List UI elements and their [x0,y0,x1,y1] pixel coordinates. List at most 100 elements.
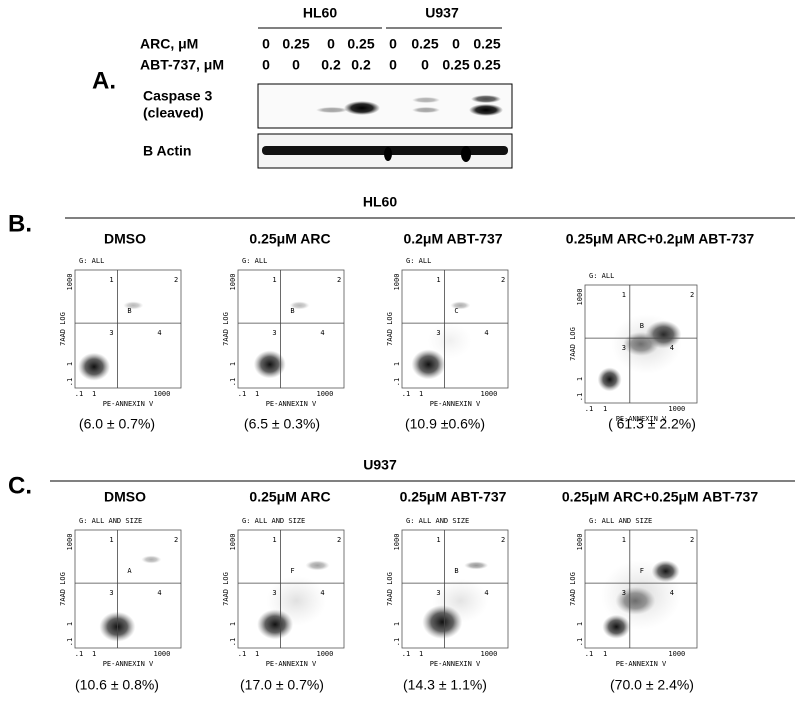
quadrant-number: 2 [690,536,694,544]
gate-letter: B [127,307,131,315]
lane-value: 0.25 [473,36,500,52]
lane-value: 0.2 [351,57,371,73]
y-tick-label: .1 [576,638,584,646]
gate: G: ALL [406,257,431,265]
cell-line: HL60 [363,194,397,210]
x-tick-label: 1000 [316,390,333,398]
lane-value: 0 [421,57,429,73]
quadrant-number: 4 [484,329,488,337]
gate: G: ALL AND SIZE [242,517,305,525]
result: (70.0 ± 2.4%) [610,677,694,693]
quadrant-number: 3 [109,589,113,597]
quadrant-number: 1 [622,536,626,544]
quadrant-number: 1 [272,276,276,284]
gate: G: ALL AND SIZE [589,517,652,525]
lane-value: 0.25 [411,36,438,52]
x-axis-label: PE-ANNEXIN V [430,660,481,668]
quadrant-number: 1 [622,291,626,299]
y-tick-label: .1 [229,378,237,386]
x-tick-label: .1 [238,390,246,398]
y-axis-label: 7AAD LOG [59,572,67,606]
quadrant-number: 1 [436,276,440,284]
x-axis-label: PE-ANNEXIN V [103,400,154,408]
panel-label: C. [8,472,32,499]
quadrant-number: 2 [501,536,505,544]
quadrant-number: 2 [174,276,178,284]
quadrant-number: 2 [501,276,505,284]
cell-cluster [450,301,471,310]
panel-label: A. [92,67,116,94]
y-axis-label: 7AAD LOG [386,312,394,346]
y-axis-label: 7AAD LOG [222,572,230,606]
bands [316,95,503,116]
x-tick-label: 1 [255,650,259,658]
quadrant-number: 3 [272,329,276,337]
lane-value: 0 [389,57,397,73]
y-tick-label: .1 [576,393,584,401]
cell-line: U937 [363,457,397,473]
lane-value: 0 [452,36,460,52]
plot-title: 0.25μM ARC+0.2μM ABT-737 [566,231,755,247]
cell-cluster [611,314,682,374]
flow-plot: 1 2 3 4 B G: ALL AND SIZE 7AAD LOG 1000 1 .1.1 1 10… [386,517,509,668]
x-tick-label: .1 [402,650,410,658]
y-tick-label: 1000 [229,274,237,291]
x-tick-label: .1 [75,390,83,398]
cell-cluster [123,301,144,310]
result: ( 61.3 ± 2.2%) [608,416,696,432]
quadrant-number: 3 [622,589,626,597]
row-label: ARC, μM [140,36,198,52]
y-tick-label: 1 [229,362,237,366]
panel-label: B. [8,210,32,237]
quadrant-number: 3 [436,589,440,597]
flow-plot: 1 2 3 4 B G: ALL 7AAD LOG 1000 1 .1.1 1 1000 PE-ANNE… [59,257,182,408]
result: (14.3 ± 1.1%) [403,677,487,693]
cell-cluster [266,575,327,626]
y-tick-label: 1000 [576,289,584,306]
cell-cluster [464,561,489,570]
cell-cluster [253,350,286,379]
x-tick-label: .1 [585,405,593,413]
y-tick-label: 1 [393,622,401,626]
row-label: ABT-737, μM [140,57,224,73]
y-axis-label: 7AAD LOG [59,312,67,346]
y-tick-label: 1 [576,622,584,626]
y-tick-label: 1 [393,362,401,366]
result: (17.0 ± 0.7%) [240,677,324,693]
quadrant-number: 1 [436,536,440,544]
cell-cluster [601,559,681,630]
quadrant-number: 2 [174,536,178,544]
x-tick-label: 1 [603,650,607,658]
cell-cluster [427,322,472,359]
flow-plot: 1 2 3 4 A G: ALL AND SIZE 7AAD LOG 1000 1 .1.1 1 10… [59,517,182,668]
y-axis-label: 7AAD LOG [569,572,577,606]
quadrant-number: 4 [157,589,161,597]
lane-value: 0 [327,36,335,52]
lane-value: 0.25 [442,57,469,73]
lane-value: 0 [292,57,300,73]
x-axis-label: PE-ANNEXIN V [430,400,481,408]
quadrant-number: 2 [337,536,341,544]
bands [262,146,508,162]
x-tick-label: 1000 [153,390,170,398]
quadrant-number: 3 [622,344,626,352]
blot-label: Caspase 3 [143,88,212,104]
quadrant-number: 3 [272,589,276,597]
lane-value: 0 [389,36,397,52]
plot-title: DMSO [104,489,146,505]
plot-title: 0.25μM ABT-737 [400,489,507,505]
plot-title: 0.2μM ABT-737 [403,231,502,247]
x-tick-label: 1 [92,390,96,398]
gate: G: ALL AND SIZE [79,517,142,525]
cell-line: U937 [425,5,459,21]
gate: G: ALL AND SIZE [406,517,469,525]
gate-letter: B [290,307,294,315]
x-tick-label: 1000 [480,390,497,398]
y-tick-label: 1000 [66,274,74,291]
quadrant-number: 4 [157,329,161,337]
cell-cluster [411,349,446,380]
result: (6.0 ± 0.7%) [79,416,155,432]
x-axis-label: PE-ANNEXIN V [266,400,317,408]
quadrant-number: 4 [670,589,674,597]
blot-label: (cleaved) [143,105,204,121]
